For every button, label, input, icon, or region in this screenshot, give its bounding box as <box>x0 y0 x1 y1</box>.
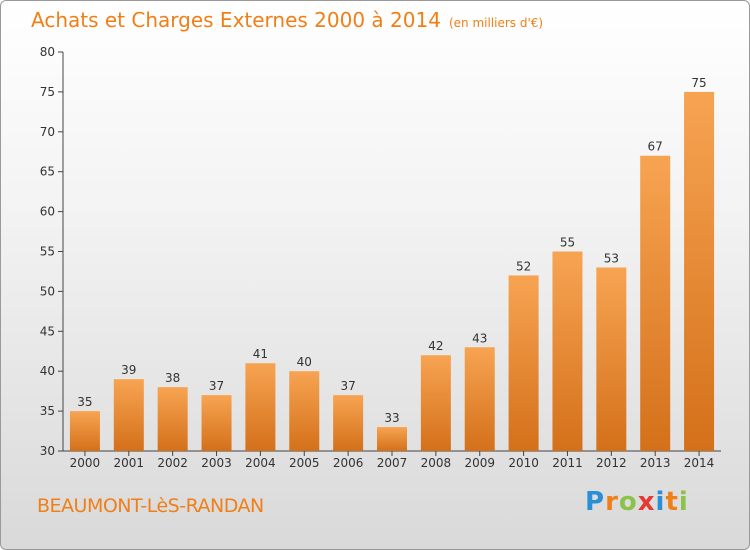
bar <box>377 427 407 451</box>
x-tick-label: 2006 <box>333 456 364 470</box>
data-label: 43 <box>472 331 487 345</box>
y-tick-label: 45 <box>40 324 55 338</box>
x-tick-label: 2011 <box>552 456 583 470</box>
logo-letter: o <box>618 487 638 517</box>
bar <box>157 387 188 451</box>
data-label: 41 <box>253 347 268 361</box>
x-tick-label: 2012 <box>596 456 627 470</box>
proxiti-logo: Proxiti <box>585 487 689 517</box>
bar <box>289 371 320 451</box>
chart-title: Achats et Charges Externes 2000 à 2014 (e… <box>31 8 543 32</box>
data-label: 38 <box>165 371 180 385</box>
logo-letter: x <box>637 487 656 517</box>
bar <box>508 275 539 451</box>
x-tick-label: 2013 <box>640 456 671 470</box>
y-tick-label: 80 <box>40 45 55 59</box>
x-tick-label: 2001 <box>114 456 145 470</box>
bar <box>640 155 671 452</box>
title-text: Achats et Charges Externes 2000 à 2014 <box>31 8 441 32</box>
bars <box>69 91 715 452</box>
x-tick-label: 2004 <box>245 456 276 470</box>
x-tick-label: 2005 <box>289 456 320 470</box>
x-tick-label: 2010 <box>508 456 539 470</box>
logo-letter: r <box>605 487 619 517</box>
data-label: 33 <box>384 411 399 425</box>
data-label: 37 <box>340 379 355 393</box>
y-tick-label: 40 <box>40 364 55 378</box>
logo-letter: i <box>678 487 689 517</box>
data-label: 53 <box>604 251 619 265</box>
data-label: 75 <box>691 76 706 90</box>
bar <box>420 355 451 451</box>
bar <box>464 347 495 451</box>
commune-name: BEAUMONT-LèS-RANDAN <box>37 495 264 517</box>
bar <box>201 395 232 451</box>
y-tick-label: 50 <box>40 284 55 298</box>
bar <box>69 411 100 451</box>
bar <box>245 363 276 451</box>
data-label: 42 <box>428 339 443 353</box>
bar <box>596 267 627 451</box>
bar <box>113 379 144 451</box>
data-label: 35 <box>77 395 92 409</box>
x-tick-label: 2009 <box>464 456 495 470</box>
y-tick-label: 75 <box>40 85 55 99</box>
x-tick-label: 2008 <box>421 456 452 470</box>
data-label: 52 <box>516 259 531 273</box>
y-tick-label: 35 <box>40 404 55 418</box>
bar <box>333 395 364 451</box>
y-tick-label: 30 <box>40 444 55 458</box>
x-tick-label: 2014 <box>684 456 715 470</box>
data-label: 67 <box>648 140 663 154</box>
unit-label: (en milliers d'€) <box>448 16 544 30</box>
data-label: 37 <box>209 379 224 393</box>
x-tick-label: 2007 <box>377 456 408 470</box>
data-labels: 35 39 38 37 41 40 37 33 42 43 52 55 53 67 75 <box>77 76 706 425</box>
data-label: 39 <box>121 363 136 377</box>
y-axis: 30 35 40 45 50 55 60 65 70 75 80 <box>40 45 64 458</box>
logo-letter: i <box>655 487 666 517</box>
y-tick-label: 65 <box>40 165 55 179</box>
logo-letter: P <box>585 487 606 517</box>
y-tick-label: 60 <box>40 205 55 219</box>
bar <box>552 251 583 451</box>
x-tick-label: 2000 <box>70 456 101 470</box>
logo-letter: t <box>665 487 679 517</box>
data-label: 55 <box>560 236 575 250</box>
x-axis: 2000 2001 2002 2003 2004 2005 2006 2007 2008 2009… <box>63 450 721 470</box>
x-tick-label: 2003 <box>201 456 232 470</box>
x-tick-label: 2002 <box>157 456 188 470</box>
y-tick-label: 55 <box>40 245 55 259</box>
bar <box>684 91 715 452</box>
data-label: 40 <box>297 355 312 369</box>
y-tick-label: 70 <box>40 125 55 139</box>
